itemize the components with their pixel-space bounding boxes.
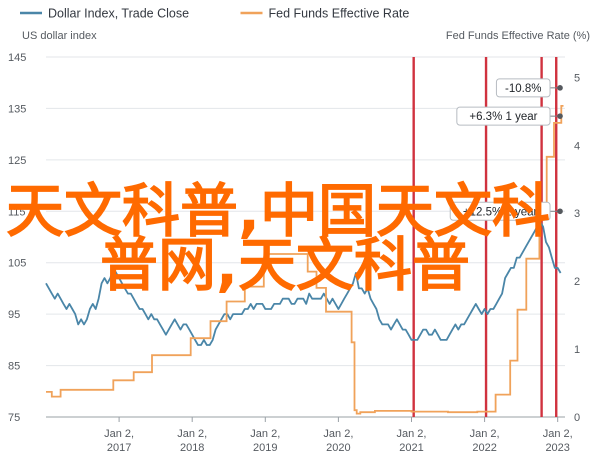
x-tick-label-line2: 2019: [253, 442, 277, 454]
right-tick-label: 2: [574, 276, 580, 288]
annotation-box: [456, 106, 551, 126]
legend-label: Fed Funds Effective Rate: [269, 7, 410, 21]
annotation-box: [449, 201, 551, 221]
x-tick-label-line2: 2017: [107, 442, 131, 454]
left-tick-label: 135: [8, 103, 26, 115]
annotation-label: +12.5% 2 year: [463, 206, 538, 218]
x-tick-label-line1: Jan 2,: [470, 428, 500, 440]
left-tick-label: 95: [8, 309, 20, 321]
legend: Dollar Index, Trade Close Fed Funds Effec…: [20, 7, 409, 21]
right-tick-label: 4: [574, 140, 580, 152]
x-tick-label-line1: Jan 2,: [323, 428, 353, 440]
legend-label: Dollar Index, Trade Close: [48, 7, 189, 21]
annotations: -10.8% +6.3% 1 year +12.5% 2 year: [449, 78, 563, 221]
x-tick-label-line2: 2022: [472, 442, 496, 454]
right-axis-title: Fed Funds Effective Rate (%): [446, 30, 590, 42]
left-tick-label: 125: [8, 155, 26, 167]
left-axis-title: US dollar index: [22, 30, 97, 42]
left-tick-label: 115: [8, 206, 26, 218]
right-tick-label: 3: [574, 208, 580, 220]
left-tick-label: 105: [8, 258, 26, 270]
annotation-dot: [557, 113, 563, 119]
x-tick-label-line2: 2021: [399, 442, 423, 454]
x-tick-label-line2: 2020: [326, 442, 350, 454]
x-tick-label-line1: Jan 2,: [250, 428, 280, 440]
left-tick-label: 75: [8, 412, 20, 424]
annotation-box: [495, 78, 551, 98]
right-tick-label: 5: [574, 72, 580, 84]
x-tick-label-line1: Jan 2,: [104, 428, 134, 440]
grid: [46, 56, 565, 418]
annotation-dot: [557, 208, 563, 215]
annotation-label: +6.3% 1 year: [469, 111, 537, 123]
series-line-fed-funds: [46, 105, 564, 415]
x-tick-label-line1: Jan 2,: [177, 428, 207, 440]
x-tick-label-line1: Jan 2,: [543, 428, 573, 440]
x-tick-label-line2: 2018: [180, 442, 204, 454]
right-tick-label: 1: [574, 344, 580, 356]
x-tick-label-line2: 2023: [545, 442, 569, 454]
x-tick-label-line1: Jan 2,: [397, 428, 427, 440]
watermark-line-2: 普网,天文科普: [100, 231, 471, 299]
left-tick-label: 145: [8, 52, 26, 64]
watermark-line-1: 天文科普,中国天文科: [6, 177, 551, 245]
annotation-dot: [557, 85, 563, 91]
left-tick-label: 85: [8, 361, 20, 373]
right-tick-label: 0: [574, 412, 580, 424]
series-layer: [45, 105, 564, 415]
series-line-dollar-index: [45, 220, 562, 346]
annotation-label: -10.8%: [505, 83, 541, 95]
